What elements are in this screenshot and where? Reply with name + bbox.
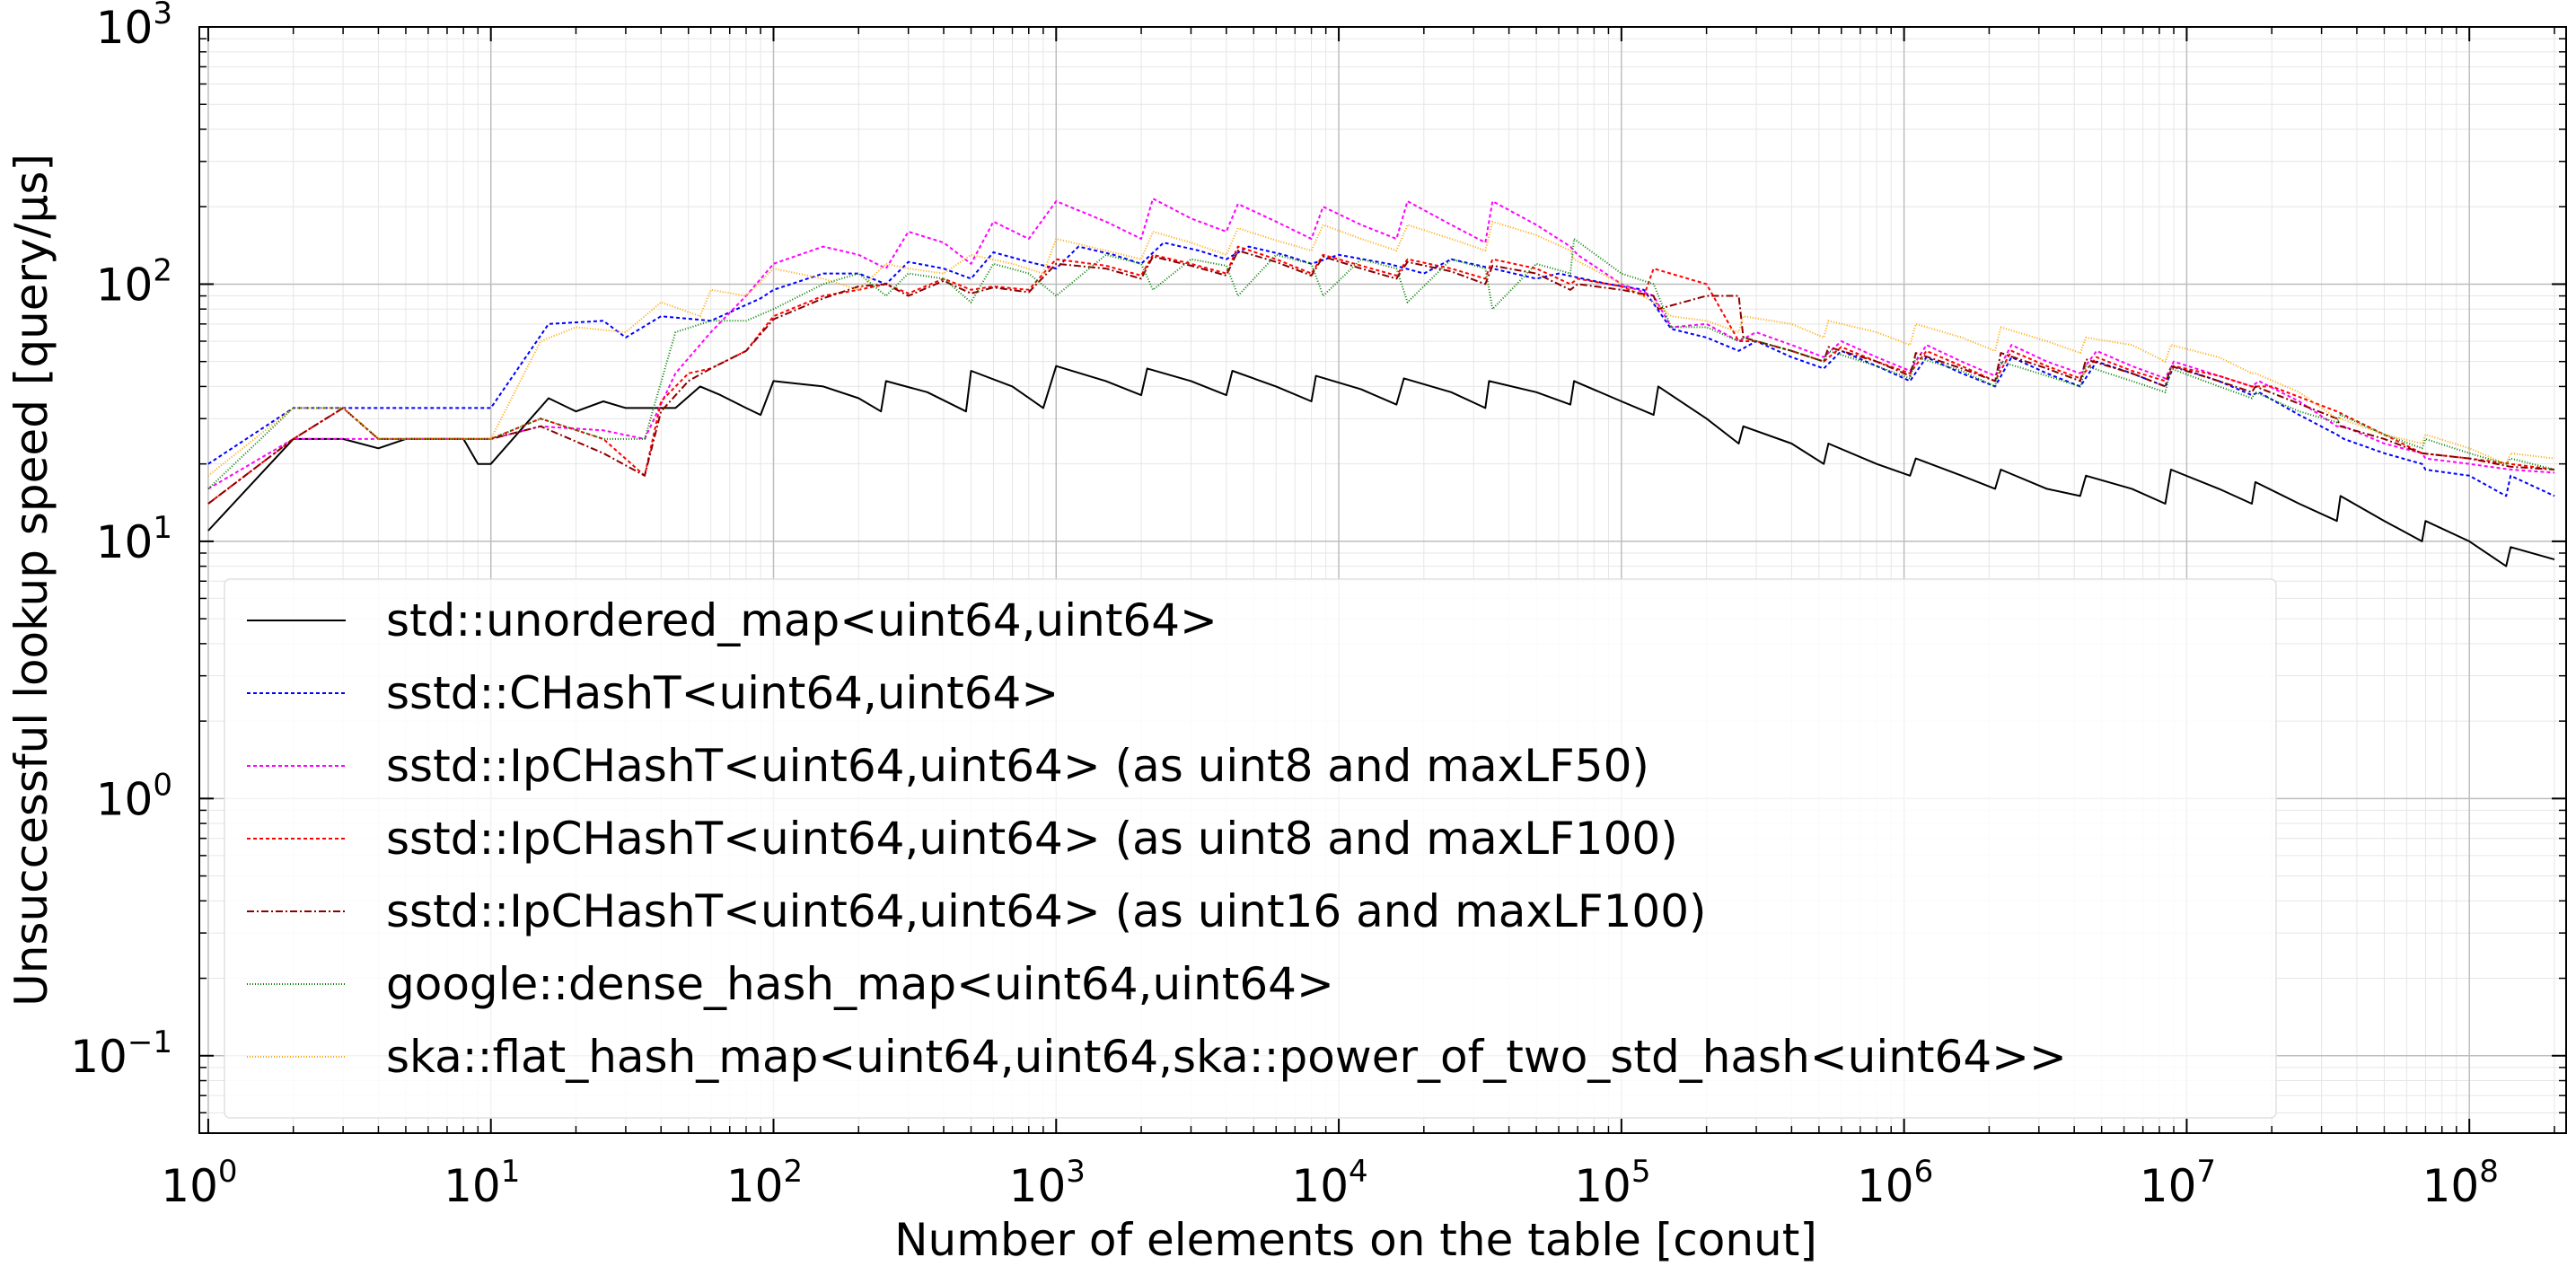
legend-label-7: ska::flat_hash_map<uint64,uint64,ska::po… — [386, 1031, 2067, 1083]
legend-label-6: google::dense_hash_map<uint64,uint64> — [386, 958, 1334, 1010]
x-tick-label: 106 — [1857, 1154, 1933, 1212]
legend-label-2: sstd::CHashT<uint64,uint64> — [386, 667, 1059, 719]
series-line-4 — [207, 245, 2555, 505]
legend-label-3: sstd::IpCHashT<uint64,uint64> (as uint8 … — [386, 740, 1649, 792]
plot-frame — [198, 26, 2567, 1134]
x-tick-label: 107 — [2140, 1154, 2216, 1212]
legend-label-1: std::unordered_map<uint64,uint64> — [386, 594, 1218, 646]
legend-label-4: sstd::IpCHashT<uint64,uint64> (as uint8 … — [386, 813, 1678, 865]
legend-label-5: sstd::IpCHashT<uint64,uint64> (as uint16… — [386, 885, 1707, 937]
y-axis-label: Unsuccessful lookup speed [query/µs] — [5, 154, 57, 1007]
x-tick-label: 105 — [1574, 1154, 1650, 1212]
x-axis-label: Number of elements on the table [conut] — [894, 1214, 1817, 1266]
series-line-5 — [207, 250, 2555, 505]
series-line-7 — [207, 220, 2555, 477]
legend-box — [224, 578, 2277, 1119]
series-line-3 — [207, 198, 2555, 490]
series-line-1 — [207, 365, 2555, 567]
series-line-6 — [207, 238, 2555, 490]
